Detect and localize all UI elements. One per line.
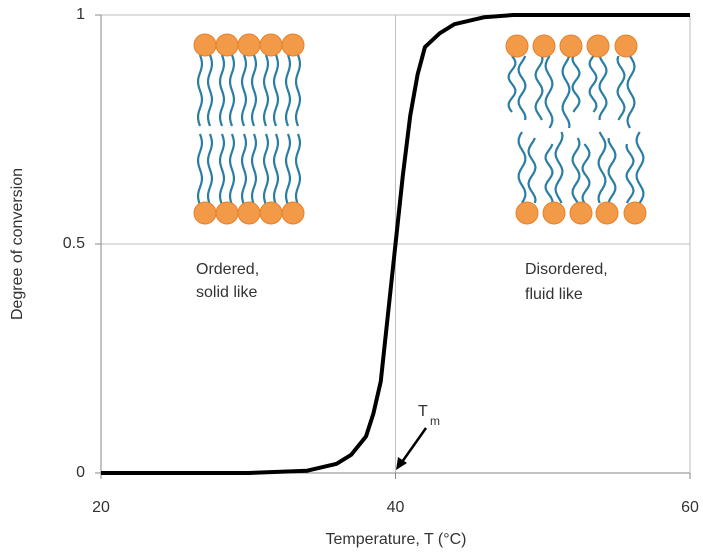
lipid-head xyxy=(623,201,647,225)
annotation: fluid like xyxy=(525,286,583,303)
lipid-tail xyxy=(207,54,213,127)
lipid-tail xyxy=(534,55,544,121)
lipid-tail xyxy=(229,54,235,127)
lipid-tail xyxy=(517,55,527,121)
lipid-tail xyxy=(561,55,571,129)
lipid-tail xyxy=(219,133,225,206)
lipid-head xyxy=(595,201,619,225)
lipid-tail xyxy=(581,143,591,204)
annotation: Disordered, xyxy=(525,261,608,278)
lipid-head xyxy=(559,34,583,58)
lipid-head xyxy=(259,201,283,225)
lipid-tail xyxy=(616,55,626,121)
lipid-head xyxy=(542,201,566,225)
lipid-tail xyxy=(241,54,247,127)
lipid-tail xyxy=(571,137,581,204)
lipid-head xyxy=(237,33,261,57)
lipid-tail xyxy=(626,55,636,129)
lipid-tail xyxy=(544,55,554,129)
lipid-tail xyxy=(263,133,269,206)
bilayer-illustrations xyxy=(193,33,647,225)
lipid-head xyxy=(281,201,305,225)
annotation: solid like xyxy=(196,284,257,301)
lipid-head xyxy=(505,34,529,58)
lipid-tail xyxy=(251,133,257,206)
annotation: Ordered, xyxy=(196,261,259,278)
lipid-tail xyxy=(635,131,645,204)
lipid-tail xyxy=(295,54,301,127)
lipid-tail xyxy=(598,55,608,121)
lipid-head xyxy=(193,201,217,225)
lipid-tail xyxy=(219,54,225,127)
lipid-tail xyxy=(588,55,598,113)
lipid-tail xyxy=(517,131,527,204)
lipid-tail xyxy=(625,143,635,204)
lipid-tail xyxy=(295,133,301,206)
lipid-head xyxy=(237,201,261,225)
lipid-head xyxy=(193,33,217,57)
lipid-head xyxy=(614,34,638,58)
x-tick-label: 20 xyxy=(92,499,110,516)
lipid-head xyxy=(215,201,239,225)
lipid-tail xyxy=(263,54,269,127)
lipid-tail xyxy=(241,133,247,206)
y-axis-label: Degree of conversion xyxy=(9,168,26,320)
lipid-tail xyxy=(229,133,235,206)
lipid-tail xyxy=(251,54,257,127)
lipid-head xyxy=(569,201,593,225)
y-tick-label: 0 xyxy=(76,464,85,481)
lipid-tail xyxy=(607,137,617,204)
tm-arrowhead xyxy=(396,457,407,470)
x-tick-label: 60 xyxy=(681,499,699,516)
line-series xyxy=(101,13,690,475)
lipid-tail xyxy=(285,133,291,206)
lipid-head xyxy=(215,33,239,57)
tm-arrow xyxy=(400,427,428,463)
x-axis-label: Temperature, T (°C) xyxy=(326,531,467,548)
lipid-tail xyxy=(544,143,554,204)
lipid-tail xyxy=(507,55,517,113)
tm-subscript: m xyxy=(430,414,440,428)
lipid-head xyxy=(515,201,539,225)
lipid-tail xyxy=(554,131,564,204)
lipid-head xyxy=(281,33,305,57)
lipid-tail xyxy=(207,133,213,206)
lipid-tail xyxy=(571,55,581,113)
x-tick-label: 40 xyxy=(387,499,405,516)
lipid-head xyxy=(586,34,610,58)
lipid-tail xyxy=(273,54,279,127)
lipid-tail xyxy=(197,54,203,127)
tm-label: T xyxy=(418,403,428,420)
lipid-tail xyxy=(273,133,279,206)
lipid-tail xyxy=(597,131,607,204)
lipid-tail xyxy=(527,137,537,204)
y-tick-label: 1 xyxy=(76,6,85,23)
y-tick-label: 0.5 xyxy=(63,235,85,252)
lipid-head xyxy=(532,34,556,58)
lipid-tail xyxy=(285,54,291,127)
lipid-tail xyxy=(197,133,203,206)
lipid-head xyxy=(259,33,283,57)
